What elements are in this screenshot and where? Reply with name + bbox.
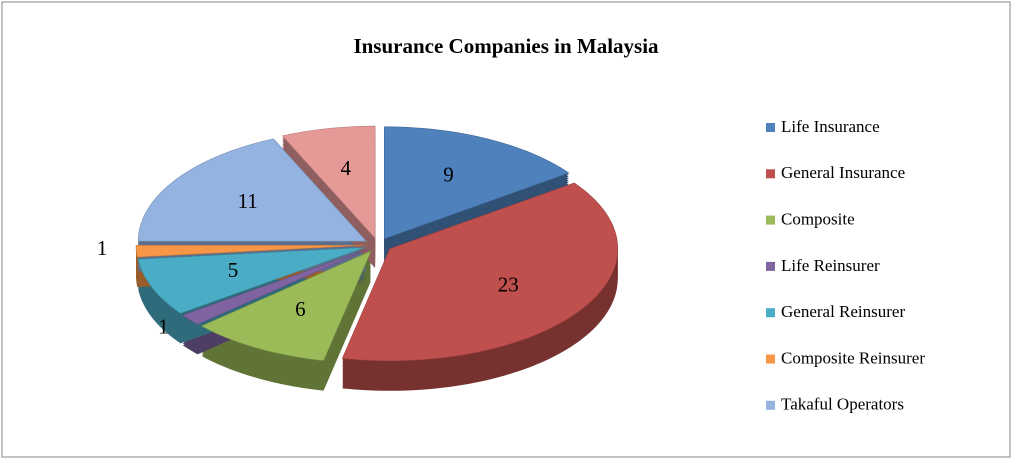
chart-title: Insurance Companies in Malaysia xyxy=(353,34,659,58)
legend-label: Takaful Operators xyxy=(781,395,904,414)
legend-label: Composite Reinsurer xyxy=(781,348,925,367)
slice xyxy=(341,182,619,362)
data-label: 1 xyxy=(97,236,108,260)
legend-swatch xyxy=(766,308,775,318)
legend-label: Life Reinsurer xyxy=(781,256,880,275)
legend-swatch xyxy=(766,400,775,410)
legend-label: Composite xyxy=(781,210,855,229)
legend-swatch xyxy=(766,215,775,225)
pie-tops xyxy=(135,125,619,362)
legend-label: General Reinsurer xyxy=(781,302,905,321)
legend-label: Life Insurance xyxy=(781,117,880,136)
slice xyxy=(137,247,366,314)
legend-swatch xyxy=(766,354,775,364)
data-label: 4 xyxy=(340,156,351,180)
data-label: 11 xyxy=(238,189,258,213)
data-label: 9 xyxy=(443,163,454,187)
data-label: 1 xyxy=(158,314,169,338)
legend-swatch xyxy=(766,169,775,179)
legend-label: General Insurance xyxy=(781,163,905,182)
data-label: 5 xyxy=(228,258,239,282)
slice xyxy=(181,249,368,325)
legend-swatch xyxy=(766,123,775,132)
data-label: 23 xyxy=(498,272,519,296)
slice xyxy=(384,126,570,240)
data-label: 6 xyxy=(295,297,306,321)
legend-swatch xyxy=(766,261,775,271)
slice xyxy=(135,245,365,258)
slice xyxy=(281,125,376,239)
slice xyxy=(200,250,372,361)
slice xyxy=(137,138,367,242)
